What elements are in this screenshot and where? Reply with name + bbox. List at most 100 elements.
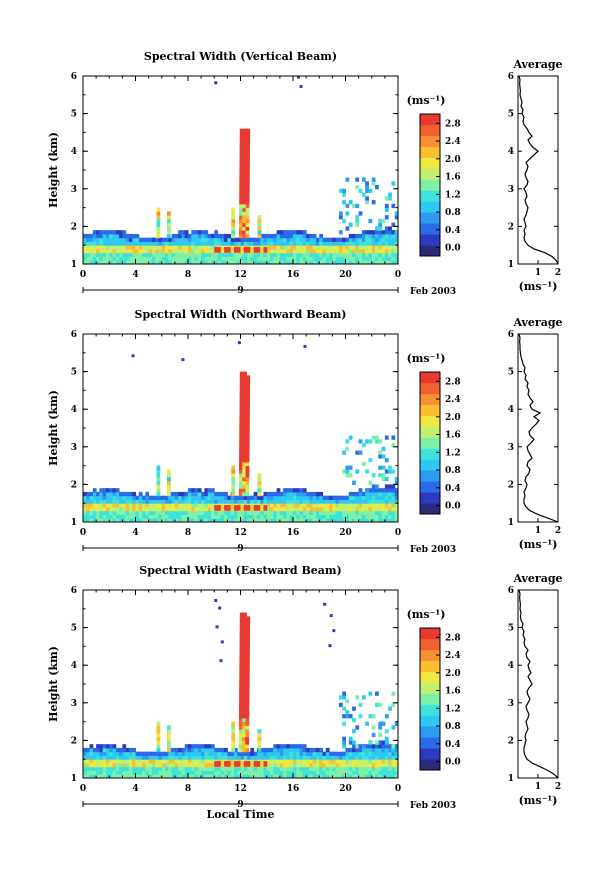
heatmap-cell bbox=[375, 435, 379, 440]
heatmap-cell bbox=[253, 505, 258, 511]
heatmap-cell bbox=[312, 233, 317, 239]
heatmap-cell bbox=[239, 394, 244, 399]
heatmap-cell bbox=[266, 503, 271, 508]
heatmap-cell bbox=[378, 233, 383, 239]
heatmap-cell bbox=[165, 506, 169, 512]
heatmap-cell bbox=[319, 491, 324, 497]
heatmap-cell bbox=[207, 510, 212, 515]
heatmap-cell bbox=[191, 499, 196, 504]
heatmap-cell bbox=[197, 245, 202, 250]
heatmap-cell bbox=[207, 518, 212, 523]
heatmap-cell bbox=[352, 241, 356, 246]
heatmap-cell bbox=[381, 755, 386, 760]
heatmap-cell bbox=[345, 256, 350, 261]
heatmap-cell bbox=[168, 770, 173, 775]
heatmap-cell bbox=[289, 491, 294, 497]
heatmap-cell bbox=[168, 256, 173, 261]
heatmap-cell bbox=[181, 514, 186, 519]
heatmap-cell bbox=[109, 514, 114, 519]
heatmap-cell bbox=[119, 766, 123, 771]
heatmap-cell bbox=[242, 233, 246, 239]
heatmap-cell bbox=[283, 506, 287, 512]
heatmap-cell bbox=[371, 766, 376, 771]
heatmap-cell bbox=[125, 499, 130, 504]
heatmap-cell bbox=[348, 248, 353, 254]
heatmap-cell bbox=[345, 766, 350, 771]
heatmap-cell bbox=[296, 506, 301, 512]
heatmap-cell bbox=[145, 755, 150, 760]
heatmap-cell bbox=[279, 514, 284, 519]
heatmap-cell bbox=[122, 759, 127, 764]
heatmap-cell bbox=[89, 252, 94, 257]
heatmap-cell bbox=[247, 770, 251, 775]
heatmap-cell bbox=[239, 461, 243, 467]
heatmap-cell bbox=[355, 248, 360, 254]
heatmap-cell bbox=[365, 185, 369, 190]
heatmap-cell bbox=[238, 717, 243, 723]
x-tick-label: 0 bbox=[80, 784, 86, 794]
heatmap-cell bbox=[260, 505, 264, 511]
heatmap-cell bbox=[239, 401, 244, 406]
heatmap-cell bbox=[384, 260, 389, 265]
heatmap-cell bbox=[299, 503, 304, 508]
heatmap-cell bbox=[283, 774, 287, 779]
heatmap-cell bbox=[237, 505, 241, 511]
heatmap-cell bbox=[178, 256, 182, 261]
heatmap-cell bbox=[378, 518, 383, 523]
heatmap-cell bbox=[242, 435, 247, 440]
heatmap-cell bbox=[242, 170, 247, 175]
average-y-tick-label: 6 bbox=[508, 72, 514, 82]
heatmap-cell bbox=[184, 506, 189, 512]
heatmap-cell bbox=[276, 751, 281, 756]
heatmap-cell bbox=[165, 762, 169, 768]
heatmap-cell bbox=[119, 260, 123, 265]
heatmap-cell bbox=[83, 759, 87, 764]
heatmap-cell bbox=[345, 514, 350, 519]
heatmap-cell bbox=[299, 241, 304, 246]
heatmap-cell bbox=[194, 233, 199, 239]
heatmap-cell bbox=[378, 260, 383, 265]
heatmap-cell bbox=[394, 211, 399, 216]
heatmap-cell bbox=[178, 495, 182, 500]
heatmap-cell bbox=[329, 237, 333, 242]
x-tick-label: 20 bbox=[339, 270, 352, 280]
heatmap-cell bbox=[239, 196, 244, 201]
heatmap-cell bbox=[335, 762, 340, 768]
colorbar-tick-label: 2.4 bbox=[445, 395, 461, 405]
heatmap-cell bbox=[242, 450, 247, 455]
heatmap-cell bbox=[112, 241, 117, 246]
heatmap-cell bbox=[112, 747, 117, 753]
average-title: Average bbox=[512, 316, 562, 329]
heatmap-cell bbox=[247, 241, 251, 246]
heatmap-cell bbox=[345, 510, 350, 515]
heatmap-cell bbox=[201, 233, 205, 239]
heatmap-cell bbox=[231, 473, 236, 478]
heatmap-cell bbox=[388, 491, 392, 497]
heatmap-cell bbox=[242, 215, 247, 220]
heatmap-cell bbox=[178, 503, 182, 508]
heatmap-cell bbox=[168, 759, 173, 764]
heatmap-cell bbox=[239, 691, 243, 696]
heatmap-cell bbox=[83, 503, 87, 508]
heatmap-cell bbox=[239, 443, 244, 448]
heatmap-cell bbox=[231, 476, 236, 482]
heatmap-cell bbox=[230, 770, 235, 775]
heatmap-cell bbox=[378, 770, 383, 775]
heatmap-cell bbox=[394, 241, 399, 246]
heatmap-cell bbox=[220, 747, 225, 753]
heatmap-cell bbox=[384, 744, 389, 749]
heatmap-cell bbox=[158, 759, 163, 764]
heatmap-cell bbox=[194, 510, 199, 515]
heatmap-cell bbox=[165, 495, 169, 500]
heatmap-cell bbox=[358, 495, 363, 500]
heatmap-cell bbox=[279, 744, 284, 749]
heatmap-cell bbox=[214, 237, 219, 242]
heatmap-cell bbox=[122, 503, 127, 508]
heatmap-cell bbox=[296, 75, 300, 79]
heatmap-cell bbox=[86, 514, 91, 519]
heatmap-cell bbox=[246, 657, 250, 662]
heatmap-cell bbox=[242, 627, 247, 632]
heatmap-cell bbox=[242, 200, 247, 205]
heatmap-cell bbox=[151, 774, 156, 779]
heatmap-cell bbox=[148, 503, 153, 508]
